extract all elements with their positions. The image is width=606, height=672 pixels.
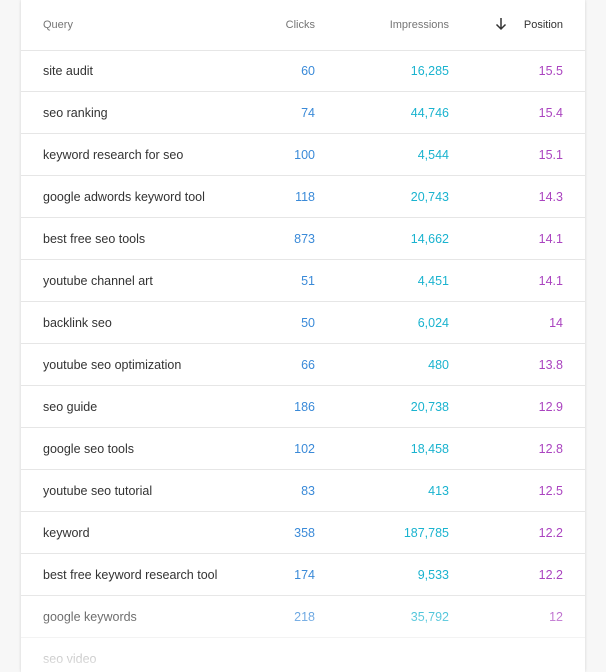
table-cell: google adwords keyword tool: [43, 190, 205, 204]
table-cell: 13.8: [538, 358, 563, 372]
table-cell: 4,451: [417, 274, 449, 288]
table-cell: seo guide: [43, 400, 98, 414]
table-cell: 6,024: [417, 316, 449, 330]
table-cell: google seo tools: [43, 442, 135, 456]
table-row[interactable]: keyword research for seo 100 4,544 15.1: [21, 134, 585, 176]
table-cell: 15.4: [538, 106, 563, 120]
table-cell: google keywords: [43, 610, 137, 624]
table-row[interactable]: seo ranking 74 44,746 15.4: [21, 92, 585, 134]
table-cell: 83: [301, 484, 315, 498]
table-cell: 12.8: [538, 442, 563, 456]
table-cell: 20,743: [410, 190, 449, 204]
table-cell: 44,746: [410, 106, 449, 120]
table-row[interactable]: keyword 358 187,785 12.2: [21, 512, 585, 554]
table-cell: 118: [295, 190, 315, 204]
table-cell: 51: [301, 274, 315, 288]
table-cell: 187,785: [403, 526, 449, 540]
table-row[interactable]: backlink seo 50 6,024 14: [21, 302, 585, 344]
header-cell[interactable]: Position: [523, 19, 563, 31]
table-cell: 4,544: [417, 148, 449, 162]
table-cell: 12.5: [538, 484, 563, 498]
table-cell: 12: [549, 610, 563, 624]
header-cell[interactable]: Clicks: [285, 19, 315, 31]
table-cell: keyword research for seo: [43, 148, 184, 162]
table-cell: best free keyword research tool: [43, 568, 218, 582]
table-row[interactable]: seo guide 186 20,738 12.9: [21, 386, 585, 428]
header-cell[interactable]: Query: [43, 19, 73, 31]
table-row[interactable]: youtube channel art 51 4,451 14.1: [21, 260, 585, 302]
table-cell: 14.1: [538, 274, 563, 288]
table-cell: 413: [428, 484, 449, 498]
table-cell: 74: [301, 106, 315, 120]
table-cell: 50: [301, 316, 315, 330]
table-cell: youtube channel art: [43, 274, 153, 288]
table-cell: backlink seo: [43, 316, 112, 330]
table-cell: 15.5: [538, 64, 563, 78]
table-cell: 186: [294, 400, 315, 414]
table-cell: keyword: [43, 526, 90, 540]
table-row[interactable]: google seo tools 102 18,458 12.8: [21, 428, 585, 470]
table-cell: 100: [294, 148, 315, 162]
table-cell: youtube seo optimization: [43, 358, 182, 372]
table-row[interactable]: youtube seo optimization 66 480 13.8: [21, 344, 585, 386]
table-row[interactable]: seo video: [21, 638, 585, 672]
table-cell: 15.1: [538, 148, 563, 162]
header-row: Query Clicks Impressions Position: [21, 0, 585, 51]
table-row[interactable]: google adwords keyword tool 118 20,743 14.3: [21, 176, 585, 218]
table-cell: youtube seo tutorial: [43, 484, 153, 498]
table-row[interactable]: best free seo tools 873 14,662 14.1: [21, 218, 585, 260]
table-cell: 14: [549, 316, 563, 330]
table-cell: 14,662: [410, 232, 449, 246]
table-cell: 16,285: [410, 64, 449, 78]
table-cell: 66: [301, 358, 315, 372]
table-card: Query Clicks Impressions Position site a…: [21, 0, 585, 672]
table-cell: 20,738: [410, 400, 449, 414]
table-row[interactable]: site audit 60 16,285 15.5: [21, 50, 585, 92]
table-cell: 12.2: [538, 568, 563, 582]
table-cell: 9,533: [417, 568, 449, 582]
table-cell: 12.2: [538, 526, 563, 540]
table-cell: seo ranking: [43, 106, 108, 120]
sort-arrow: [495, 18, 507, 31]
table-cell: 12.9: [538, 400, 563, 414]
table-cell: 873: [294, 232, 315, 246]
table-cell: 60: [301, 64, 315, 78]
header-cell[interactable]: Impressions: [389, 19, 449, 31]
table-cell: site audit: [43, 64, 94, 78]
table-cell: 218: [294, 610, 315, 624]
table-cell: best free seo tools: [43, 232, 146, 246]
table-cell: 174: [294, 568, 315, 582]
table-cell: 14.1: [538, 232, 563, 246]
table-cell: seo video: [43, 652, 97, 666]
table-cell: 480: [428, 358, 449, 372]
table-cell: 358: [294, 526, 315, 540]
table-cell: 35,792: [410, 610, 449, 624]
table-row[interactable]: google keywords 218 35,792 12: [21, 596, 585, 638]
table-cell: 102: [294, 442, 315, 456]
table-cell: 18,458: [410, 442, 449, 456]
table-cell: 14.3: [538, 190, 563, 204]
table-row[interactable]: youtube seo tutorial 83 413 12.5: [21, 470, 585, 512]
table-row[interactable]: best free keyword research tool 174 9,533 1…: [21, 554, 585, 596]
